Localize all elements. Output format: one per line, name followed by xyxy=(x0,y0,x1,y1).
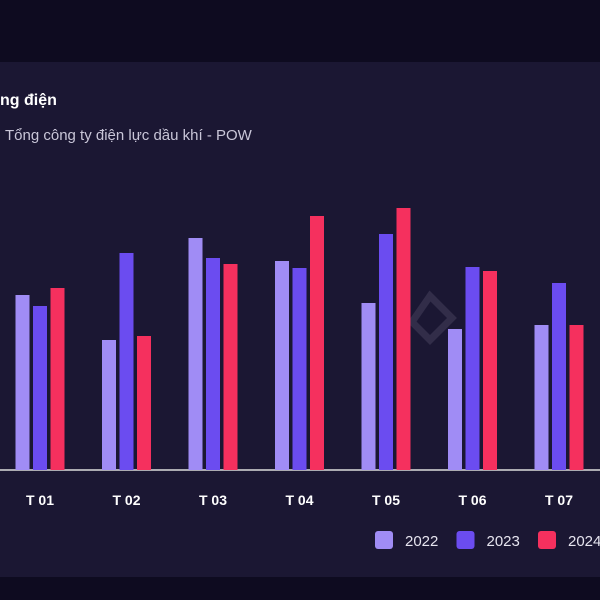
x-tick-label: T 04 xyxy=(285,492,313,508)
bar-2024-t03 xyxy=(223,264,238,470)
bar-2024-t04 xyxy=(310,216,324,470)
bar-2023-t03 xyxy=(206,258,220,470)
bar-2023-t02 xyxy=(119,253,134,470)
x-tick-label: T 01 xyxy=(26,492,54,508)
legend-swatch-2022[interactable] xyxy=(375,531,393,549)
legend-label-2024[interactable]: 2024 xyxy=(568,533,600,550)
bar-2024-t01 xyxy=(50,288,65,470)
chart-subtitle: Tổng công ty điện lực dầu khí - POW xyxy=(5,127,252,144)
bar-2023-t07 xyxy=(552,283,566,470)
bar-2022-t06 xyxy=(448,329,462,470)
bar-2024-t02 xyxy=(137,336,151,470)
bar-2023-t05 xyxy=(379,234,393,470)
watermark-logo xyxy=(407,290,457,345)
legend-swatch-2024[interactable] xyxy=(538,531,556,549)
x-tick-label: T 06 xyxy=(458,492,486,508)
bar-2024-t05 xyxy=(396,208,411,470)
bar-2022-t07 xyxy=(534,325,549,470)
x-tick-label: T 02 xyxy=(112,492,140,508)
legend-label-2023[interactable]: 2023 xyxy=(487,533,520,550)
x-tick-label: T 05 xyxy=(372,492,400,508)
bar-2022-t03 xyxy=(188,238,203,470)
bar-2022-t05 xyxy=(361,303,376,470)
legend-label-2022[interactable]: 2022 xyxy=(405,533,438,550)
bar-2024-t06 xyxy=(483,271,497,470)
chart-title: ng điện xyxy=(0,92,57,109)
bar-2022-t02 xyxy=(102,340,116,470)
bar-2022-t04 xyxy=(275,261,289,470)
bar-2023-t06 xyxy=(465,267,480,470)
x-tick-label: T 03 xyxy=(199,492,227,508)
bar-2024-t07 xyxy=(569,325,584,470)
legend-swatch-2023[interactable] xyxy=(456,531,475,549)
bar-2022-t01 xyxy=(15,295,30,470)
x-tick-label: T 07 xyxy=(545,492,573,508)
bar-2023-t04 xyxy=(292,268,307,470)
bar-2023-t01 xyxy=(33,306,47,470)
